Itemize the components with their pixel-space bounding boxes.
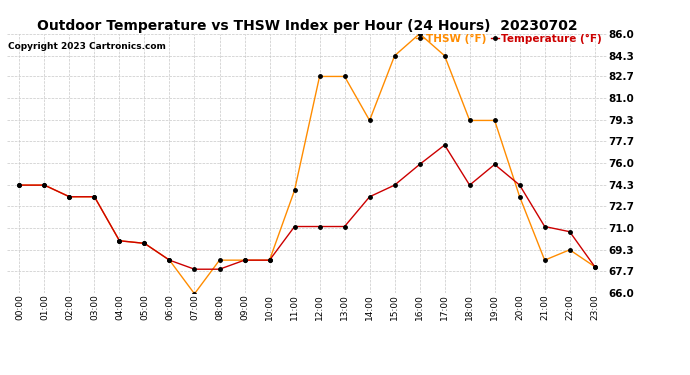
Temperature (°F): [15, 183, 23, 188]
Temperature (°F): [340, 224, 348, 229]
Line: THSW (°F): THSW (°F): [18, 32, 596, 296]
Temperature (°F): [190, 267, 199, 272]
THSW (°F): [140, 241, 148, 246]
Temperature (°F): [591, 264, 599, 269]
Temperature (°F): [166, 258, 174, 262]
THSW (°F): [166, 258, 174, 262]
THSW (°F): [366, 118, 374, 123]
THSW (°F): [66, 195, 74, 199]
THSW (°F): [40, 183, 48, 188]
THSW (°F): [591, 264, 599, 269]
Temperature (°F): [115, 238, 124, 243]
Temperature (°F): [515, 183, 524, 188]
THSW (°F): [215, 258, 224, 262]
THSW (°F): [15, 183, 23, 188]
Temperature (°F): [415, 162, 424, 166]
Temperature (°F): [215, 267, 224, 272]
Temperature (°F): [240, 258, 248, 262]
THSW (°F): [115, 238, 124, 243]
Temperature (°F): [140, 241, 148, 246]
Temperature (°F): [440, 143, 449, 147]
Temperature (°F): [566, 230, 574, 234]
THSW (°F): [290, 188, 299, 192]
THSW (°F): [540, 258, 549, 262]
Temperature (°F): [366, 195, 374, 199]
Temperature (°F): [540, 224, 549, 229]
THSW (°F): [340, 74, 348, 79]
THSW (°F): [440, 54, 449, 58]
THSW (°F): [240, 258, 248, 262]
Temperature (°F): [66, 195, 74, 199]
Temperature (°F): [315, 224, 324, 229]
THSW (°F): [515, 195, 524, 199]
Line: Temperature (°F): Temperature (°F): [18, 143, 596, 271]
THSW (°F): [491, 118, 499, 123]
THSW (°F): [90, 195, 99, 199]
THSW (°F): [415, 32, 424, 36]
THSW (°F): [190, 291, 199, 296]
Temperature (°F): [466, 183, 474, 188]
Temperature (°F): [266, 258, 274, 262]
THSW (°F): [566, 248, 574, 252]
Legend: THSW (°F), Temperature (°F): THSW (°F), Temperature (°F): [416, 34, 602, 44]
THSW (°F): [466, 118, 474, 123]
Title: Outdoor Temperature vs THSW Index per Hour (24 Hours)  20230702: Outdoor Temperature vs THSW Index per Ho…: [37, 19, 578, 33]
THSW (°F): [315, 74, 324, 79]
Temperature (°F): [491, 162, 499, 166]
THSW (°F): [266, 258, 274, 262]
Text: Copyright 2023 Cartronics.com: Copyright 2023 Cartronics.com: [8, 42, 166, 51]
Temperature (°F): [90, 195, 99, 199]
Temperature (°F): [290, 224, 299, 229]
THSW (°F): [391, 54, 399, 58]
Temperature (°F): [391, 183, 399, 188]
Temperature (°F): [40, 183, 48, 188]
